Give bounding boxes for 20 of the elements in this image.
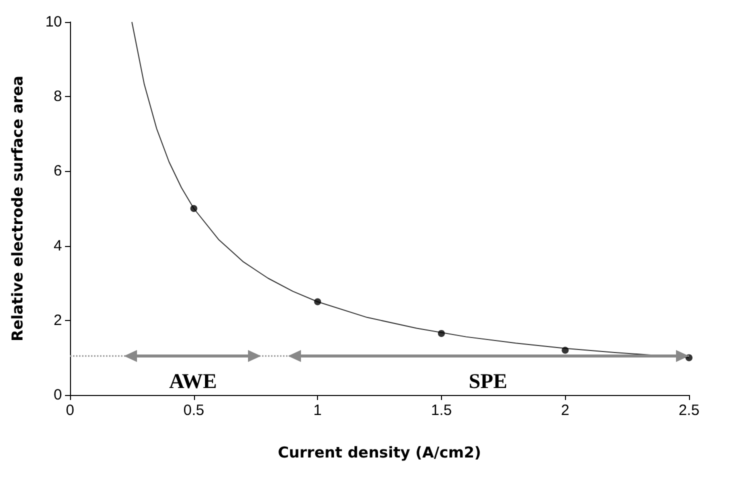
- x-tick-label: 0.5: [183, 402, 204, 419]
- point: [314, 298, 322, 306]
- y-tick-label: 0: [54, 386, 62, 404]
- x-tick-label: 2.5: [678, 402, 700, 419]
- y-tick-label: 6: [54, 162, 62, 180]
- point: [190, 205, 198, 212]
- y-tick-label: 4: [54, 237, 62, 254]
- annotation: AWE: [169, 369, 217, 393]
- y-tick-label: 8: [54, 88, 62, 106]
- y-tick-label: 10: [45, 14, 62, 30]
- point: [438, 330, 445, 337]
- x-tick-label: 2: [561, 402, 570, 419]
- x-axis-title: Current density (A/cm2): [278, 444, 482, 462]
- y-axis-title: Relative electrode surface area: [8, 76, 26, 342]
- x-tick-label: 1: [313, 402, 322, 419]
- point: [562, 346, 569, 354]
- x-tick-label: 0: [66, 402, 74, 419]
- y-tick-label: 2: [54, 312, 62, 329]
- x-tick-label: 1.5: [430, 402, 452, 419]
- annotation: SPE: [468, 369, 508, 393]
